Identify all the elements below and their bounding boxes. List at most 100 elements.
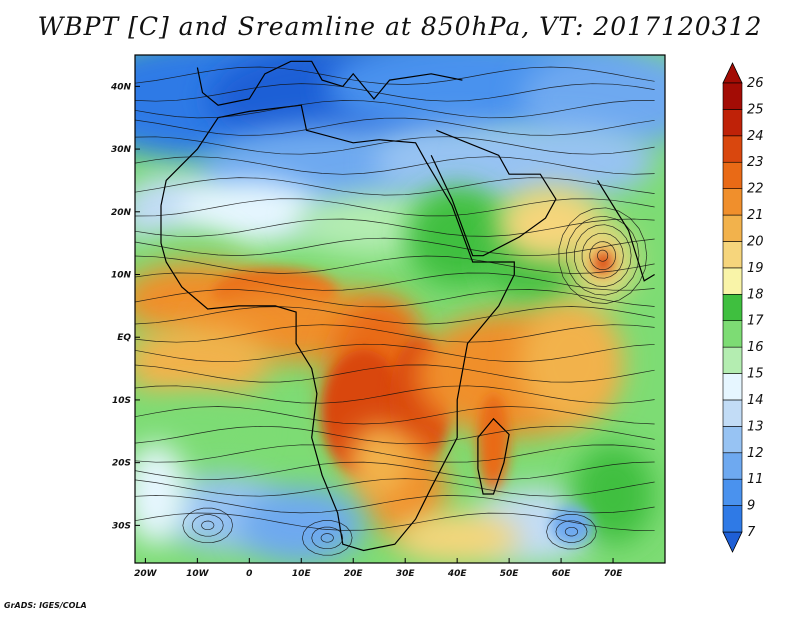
colorbar-swatch bbox=[722, 320, 743, 348]
lat-tick-label: 40N bbox=[110, 82, 132, 92]
colorbar-label: 14 bbox=[747, 393, 764, 408]
streamline bbox=[191, 514, 224, 537]
lat-tick-label: 30N bbox=[111, 145, 132, 155]
coastline bbox=[196, 60, 463, 106]
field-patch bbox=[135, 443, 187, 545]
colorbar-swatch bbox=[722, 505, 743, 533]
lon-tick-label: 20E bbox=[344, 569, 364, 579]
coastline bbox=[430, 129, 557, 257]
streamline bbox=[555, 520, 588, 543]
streamline bbox=[135, 444, 655, 463]
field-patch bbox=[348, 425, 411, 501]
streamline bbox=[135, 406, 655, 425]
field-patch bbox=[394, 512, 520, 563]
colorbar-swatch bbox=[722, 161, 743, 189]
colorbar-label: 9 bbox=[747, 499, 755, 514]
colorbar-label: 23 bbox=[747, 155, 764, 170]
colorbar-label: 15 bbox=[747, 367, 764, 382]
streamline bbox=[201, 520, 215, 531]
streamline bbox=[135, 237, 655, 257]
lon-tick-label: 60E bbox=[552, 569, 572, 579]
colorbar-label: 16 bbox=[747, 340, 764, 355]
field-patch bbox=[498, 186, 603, 262]
streamline bbox=[135, 198, 655, 217]
colorbar-swatch bbox=[722, 346, 743, 374]
streamline bbox=[135, 461, 655, 480]
colorbar-label: 25 bbox=[747, 102, 764, 117]
streamline bbox=[581, 232, 624, 279]
field-patch bbox=[467, 123, 655, 200]
streamline bbox=[135, 495, 655, 514]
lat-tick-label: 20S bbox=[112, 459, 131, 469]
map-title: WBPT [C] and Sreamline at 850hPa, VT: 20… bbox=[37, 12, 763, 41]
colorbar-label: 22 bbox=[747, 182, 764, 197]
lon-tick-label: 40E bbox=[447, 569, 468, 579]
colorbar-label: 26 bbox=[747, 76, 764, 91]
field-patch bbox=[519, 299, 624, 426]
streamline bbox=[597, 249, 609, 262]
lon-tick-label: 10W bbox=[186, 569, 210, 579]
streamline bbox=[135, 324, 655, 343]
streamline bbox=[135, 136, 655, 155]
longitude-axis: 20W 10W 0 10E 20E 30E 40E 50E 60E 70E bbox=[134, 558, 623, 579]
latitude-axis: 40N 30N 20N 10N EQ 10S 20S 30S bbox=[110, 82, 140, 531]
colorbar-label: 7 bbox=[747, 525, 756, 540]
streamline bbox=[135, 425, 655, 445]
colorbar-label: 19 bbox=[747, 261, 764, 276]
colorbar-swatch bbox=[722, 135, 743, 163]
streamline bbox=[135, 117, 655, 136]
colorbar-arrow-high bbox=[722, 62, 743, 84]
lon-tick-label: 30E bbox=[396, 569, 416, 579]
streamline bbox=[135, 306, 655, 325]
streamline bbox=[135, 177, 655, 196]
streamline bbox=[135, 512, 655, 531]
colorbar-swatch bbox=[722, 267, 743, 295]
colorbar-label: 13 bbox=[747, 419, 764, 434]
streamline bbox=[566, 215, 640, 296]
colorbar-swatch bbox=[722, 452, 743, 480]
lon-tick-label: 0 bbox=[246, 569, 252, 579]
lon-tick-label: 20W bbox=[134, 569, 158, 579]
streamline bbox=[135, 218, 655, 237]
streamline bbox=[135, 478, 655, 497]
field-patch bbox=[238, 487, 364, 563]
lon-tick-label: 50E bbox=[500, 569, 520, 579]
streamline bbox=[135, 156, 655, 175]
colorbar-label: 24 bbox=[747, 129, 764, 144]
colorbar-swatch bbox=[722, 399, 743, 427]
streamline bbox=[311, 526, 344, 550]
field-patch bbox=[571, 443, 655, 545]
streamline bbox=[135, 343, 655, 363]
lon-tick-label: 70E bbox=[604, 569, 624, 579]
colorbar-swatch bbox=[722, 426, 743, 454]
colorbar-label: 11 bbox=[747, 472, 764, 487]
lat-tick-label: EQ bbox=[117, 333, 131, 343]
colorbar-swatch bbox=[722, 109, 743, 137]
lat-tick-label: 10S bbox=[112, 396, 131, 406]
streamline bbox=[301, 520, 353, 556]
streamline bbox=[135, 255, 655, 274]
streamline bbox=[135, 289, 655, 308]
colorbar-swatch bbox=[722, 241, 743, 269]
coastline bbox=[477, 417, 510, 495]
colorbar: 7 9 11 12 13 14 15 16 17 18 19 20 21 22 23 24 25 26 bbox=[722, 62, 764, 553]
lat-tick-label: 20N bbox=[111, 208, 132, 218]
wbpt-field bbox=[135, 55, 665, 563]
streamline bbox=[135, 364, 655, 383]
plot-area bbox=[135, 55, 665, 563]
lat-tick-label: 10N bbox=[111, 271, 132, 281]
streamline bbox=[564, 526, 579, 537]
colorbar-swatch bbox=[722, 373, 743, 401]
colorbar-label: 12 bbox=[747, 446, 764, 461]
streamline bbox=[135, 66, 655, 85]
lon-tick-label: 10E bbox=[292, 569, 312, 579]
colorbar-label: 17 bbox=[747, 314, 764, 329]
streamline bbox=[558, 207, 648, 304]
streamline bbox=[182, 507, 234, 544]
field-patch bbox=[592, 249, 614, 275]
field-patch bbox=[135, 324, 271, 400]
colorbar-swatch bbox=[722, 188, 743, 216]
streamlines bbox=[135, 66, 655, 556]
streamline bbox=[574, 224, 632, 287]
